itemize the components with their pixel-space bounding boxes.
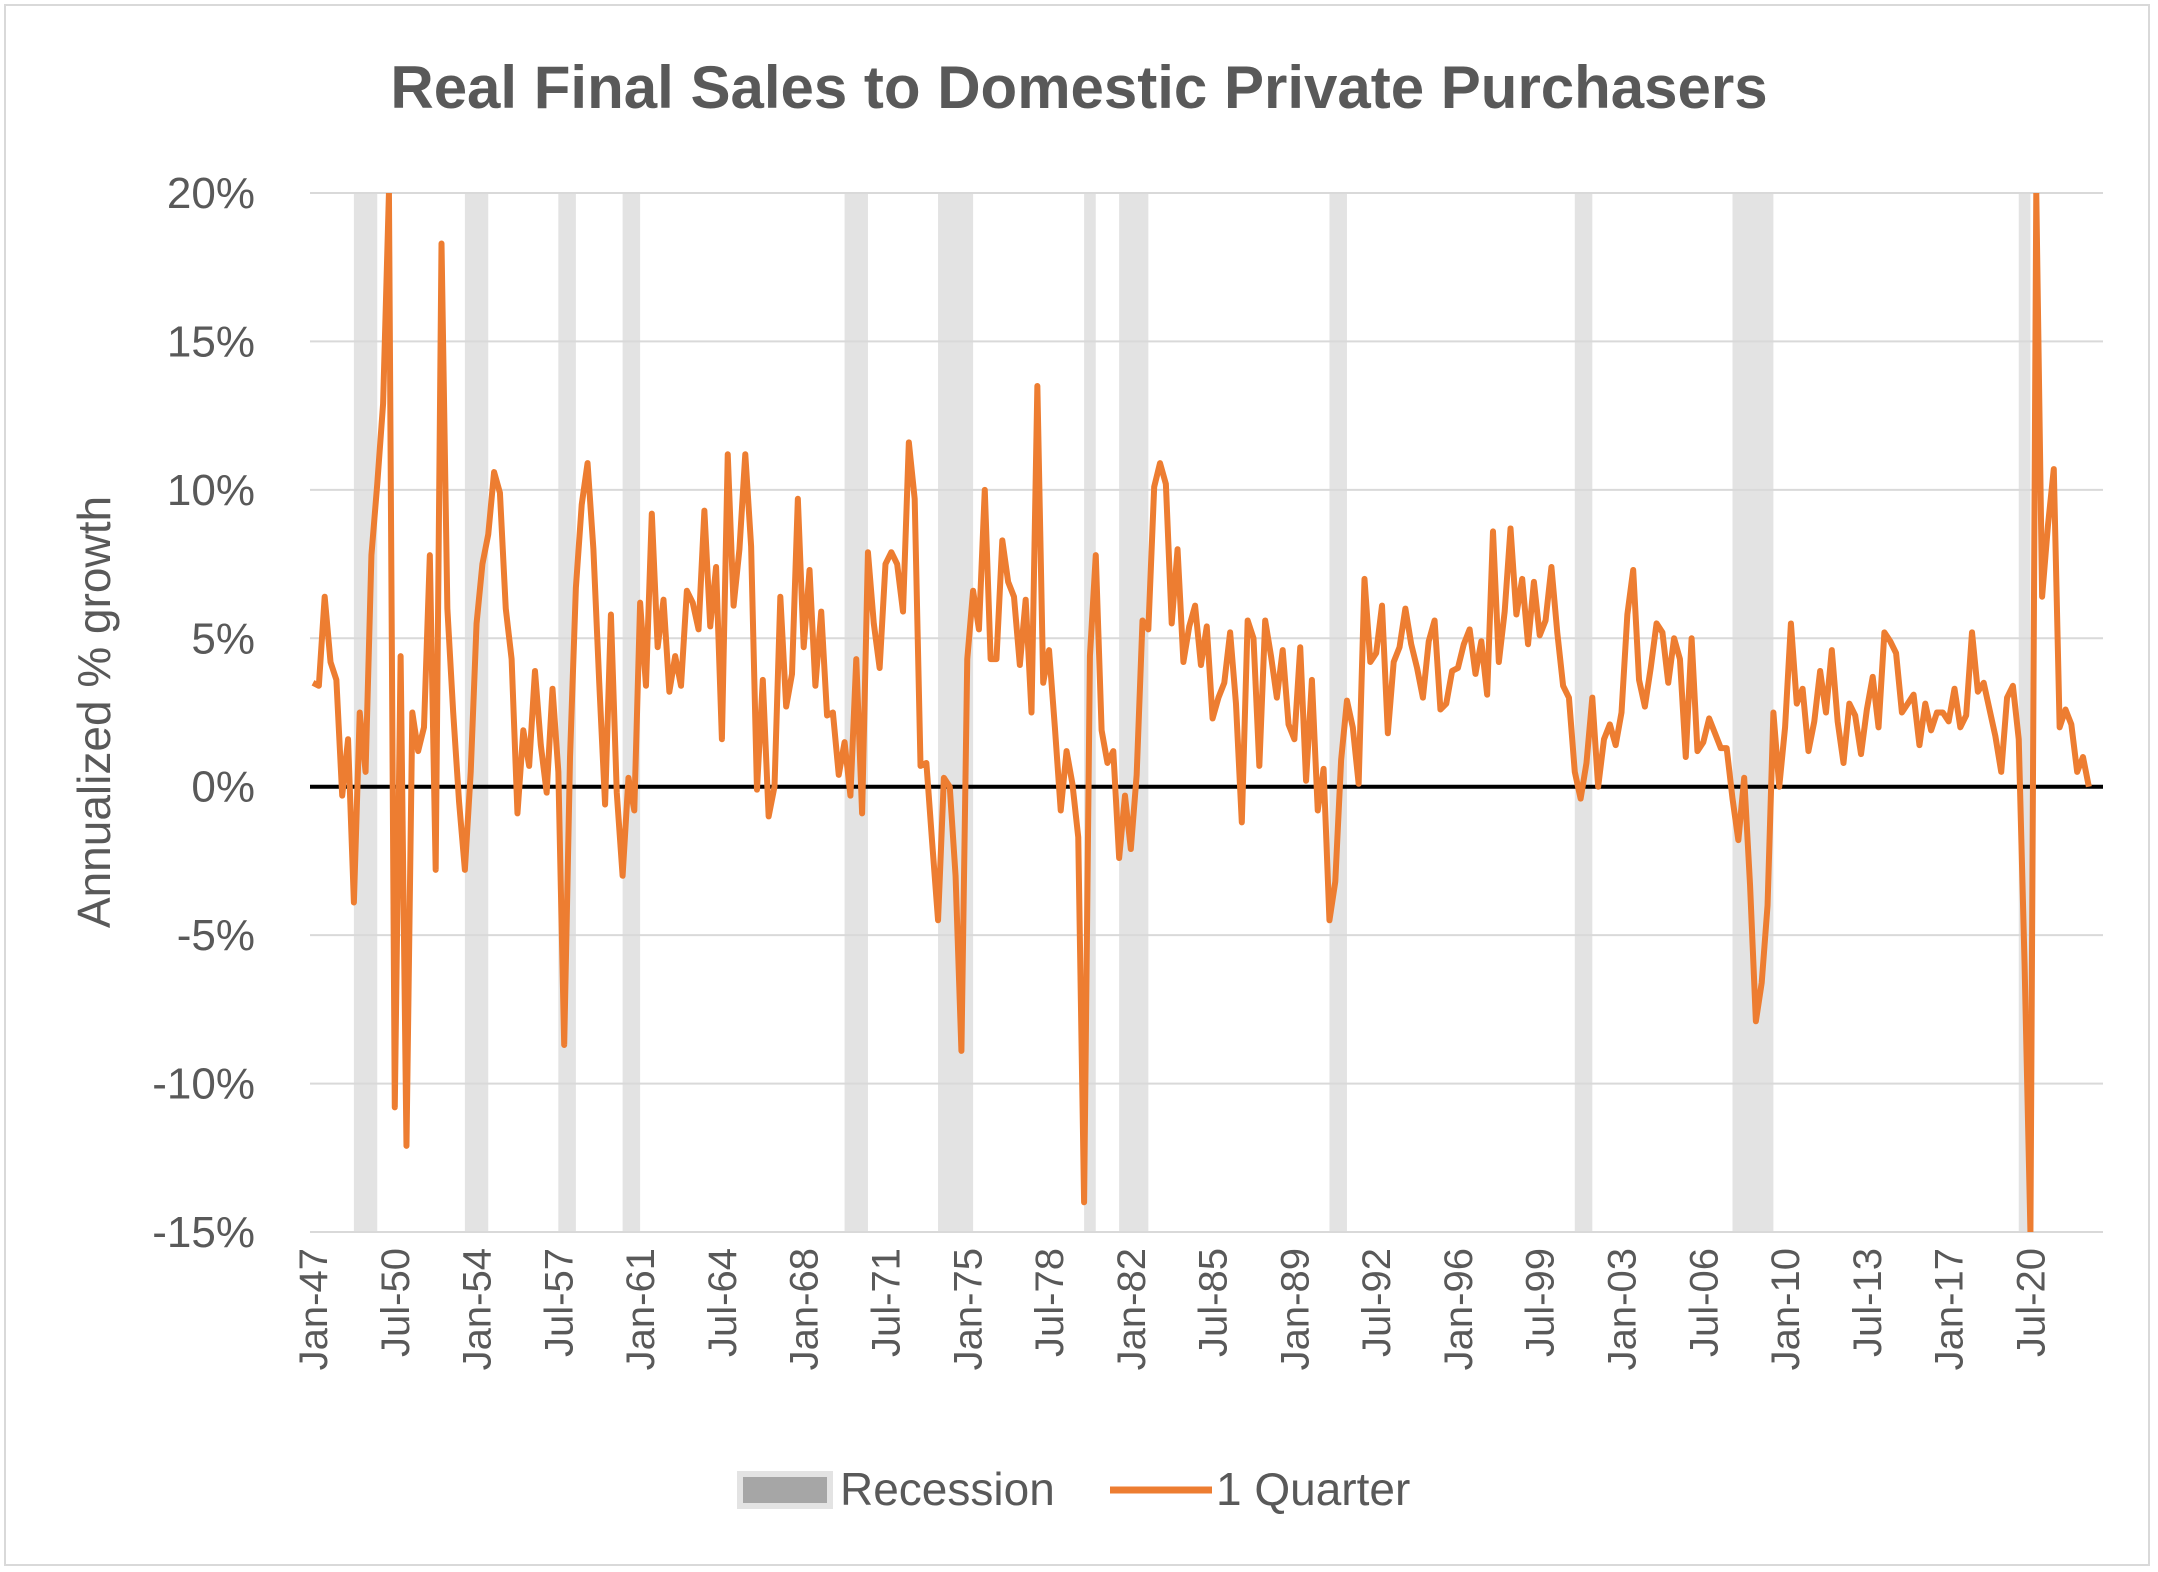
y-tick-label-3: 5% bbox=[191, 614, 255, 663]
x-tick-label-11: Jul-85 bbox=[1192, 1248, 1236, 1357]
x-tick-label-2: Jan-54 bbox=[456, 1248, 500, 1370]
series-line-0 bbox=[311, 193, 2092, 1232]
x-tick-label-3: Jul-57 bbox=[537, 1248, 581, 1357]
x-tick-label-8: Jan-75 bbox=[946, 1248, 990, 1370]
recession-band-3 bbox=[622, 193, 641, 1232]
x-tick-label-4: Jan-61 bbox=[619, 1248, 663, 1370]
y-tick-label-5: -5% bbox=[177, 911, 255, 960]
x-tick-label-0: Jan-47 bbox=[292, 1248, 336, 1370]
x-tick-label-7: Jul-71 bbox=[864, 1248, 908, 1357]
x-axis-ticks: Jan-47 Jul-50 Jan-54 Jul-57 Jan-61 Jul-64 Jan-… bbox=[292, 1248, 2053, 1370]
y-tick-label-0: 20% bbox=[167, 169, 255, 218]
y-tick-label-2: 10% bbox=[167, 466, 255, 515]
x-tick-label-21: Jul-20 bbox=[2009, 1248, 2053, 1357]
x-tick-label-13: Jul-92 bbox=[1355, 1248, 1399, 1357]
recession-band-11 bbox=[2018, 193, 2031, 1232]
recession-band-9 bbox=[1574, 193, 1593, 1232]
x-tick-label-14: Jan-96 bbox=[1437, 1248, 1481, 1370]
legend: Recession 1 Quarter bbox=[737, 1463, 1410, 1515]
y-tick-label-4: 0% bbox=[191, 763, 255, 812]
y-axis-label: Annualized % growth bbox=[68, 496, 120, 928]
x-tick-label-15: Jul-99 bbox=[1519, 1248, 1563, 1357]
x-tick-label-20: Jan-17 bbox=[1928, 1248, 1972, 1370]
x-tick-label-5: Jul-64 bbox=[701, 1248, 745, 1357]
x-tick-label-1: Jul-50 bbox=[374, 1248, 418, 1357]
recession-band-8 bbox=[1329, 193, 1347, 1232]
x-tick-label-17: Jul-06 bbox=[1682, 1248, 1726, 1357]
legend-recession-swatch bbox=[737, 1471, 833, 1509]
y-tick-label-6: -10% bbox=[152, 1060, 255, 1109]
x-tick-label-16: Jan-03 bbox=[1601, 1248, 1645, 1370]
x-tick-label-10: Jan-82 bbox=[1110, 1248, 1154, 1370]
y-axis-ticks: 20% 15% 10% 5% 0% -5% -10% -15% bbox=[152, 169, 255, 1257]
x-tick-label-9: Jul-78 bbox=[1028, 1248, 1072, 1357]
chart-title: Real Final Sales to Domestic Private Pur… bbox=[390, 54, 1767, 121]
y-tick-label-1: 15% bbox=[167, 317, 255, 366]
y-tick-label-7: -15% bbox=[152, 1208, 255, 1257]
x-tick-label-19: Jul-13 bbox=[1846, 1248, 1890, 1357]
series bbox=[311, 193, 2092, 1232]
x-tick-label-6: Jan-68 bbox=[783, 1248, 827, 1370]
x-tick-label-12: Jan-89 bbox=[1273, 1248, 1317, 1370]
recession-band-7 bbox=[1119, 193, 1149, 1232]
x-tick-label-18: Jan-10 bbox=[1764, 1248, 1808, 1370]
recession-band-10 bbox=[1732, 193, 1774, 1232]
recession-band-1 bbox=[464, 193, 489, 1232]
legend-quarter-label: 1 Quarter bbox=[1216, 1463, 1410, 1515]
legend-recession-label: Recession bbox=[840, 1463, 1055, 1515]
